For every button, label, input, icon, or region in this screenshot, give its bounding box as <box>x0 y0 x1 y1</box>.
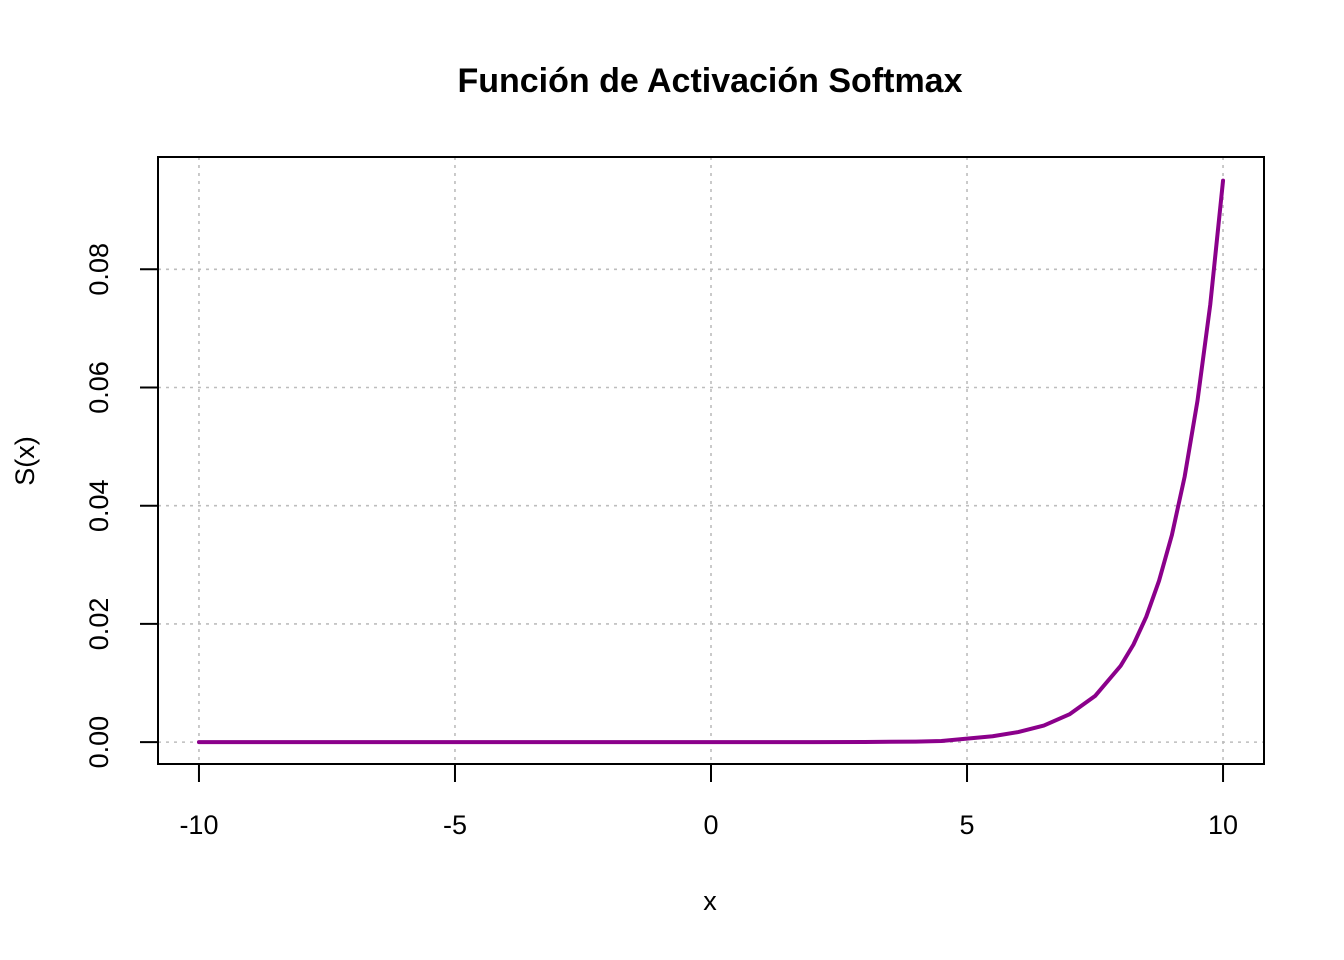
series-layer <box>196 178 1226 745</box>
y-tick-label: 0.04 <box>84 479 114 532</box>
x-axis-label: x <box>703 886 717 916</box>
plot-frame <box>157 156 1265 765</box>
x-tick-label: 5 <box>960 810 975 840</box>
y-tick-label: 0.02 <box>84 598 114 651</box>
x-tick-label: 10 <box>1208 810 1238 840</box>
chart-title: Función de Activación Softmax <box>457 62 962 100</box>
x-tick-label: 0 <box>703 810 718 840</box>
y-tick-label: 0.08 <box>84 243 114 296</box>
y-axis-label: S(x) <box>10 436 40 486</box>
series-line-0 <box>196 178 1226 745</box>
y-tick-label: 0.06 <box>84 361 114 414</box>
x-tick-label: -10 <box>179 810 218 840</box>
x-axis: -10 -5 0 5 10 <box>179 763 1238 840</box>
grid-lines <box>158 157 1264 764</box>
x-tick-label: -5 <box>443 810 467 840</box>
y-axis: 0.00 0.02 0.04 0.06 0.08 <box>84 243 159 769</box>
y-tick-label: 0.00 <box>84 716 114 769</box>
